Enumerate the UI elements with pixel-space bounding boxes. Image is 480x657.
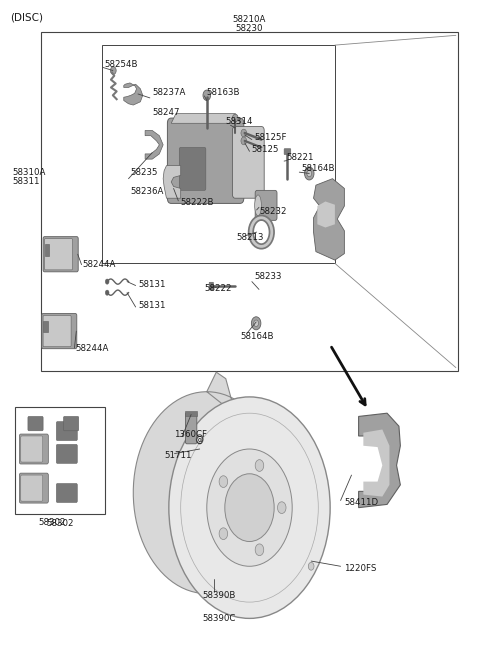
FancyBboxPatch shape xyxy=(43,315,71,347)
Text: 58237A: 58237A xyxy=(152,88,186,97)
Polygon shape xyxy=(133,372,270,594)
FancyBboxPatch shape xyxy=(28,417,43,431)
Circle shape xyxy=(241,137,247,145)
Bar xyxy=(102,45,335,263)
FancyBboxPatch shape xyxy=(209,283,214,290)
Text: 58314: 58314 xyxy=(226,117,253,126)
Text: 58310A: 58310A xyxy=(12,168,46,177)
Text: 58390B: 58390B xyxy=(202,591,235,600)
Polygon shape xyxy=(163,166,180,198)
Polygon shape xyxy=(124,83,143,105)
Circle shape xyxy=(207,449,292,566)
FancyBboxPatch shape xyxy=(232,127,264,198)
Circle shape xyxy=(232,114,238,122)
FancyBboxPatch shape xyxy=(63,417,79,431)
Circle shape xyxy=(176,450,238,535)
FancyBboxPatch shape xyxy=(56,484,77,503)
Circle shape xyxy=(210,460,216,469)
Circle shape xyxy=(241,129,247,137)
Text: 58244A: 58244A xyxy=(75,344,109,353)
Text: 58210A: 58210A xyxy=(233,14,266,24)
Circle shape xyxy=(186,471,193,480)
FancyBboxPatch shape xyxy=(56,444,77,463)
FancyBboxPatch shape xyxy=(179,147,206,191)
Text: 58163B: 58163B xyxy=(207,88,240,97)
Bar xyxy=(45,244,49,256)
FancyBboxPatch shape xyxy=(19,473,48,503)
Text: 58131: 58131 xyxy=(138,280,166,288)
Bar xyxy=(185,411,197,416)
Polygon shape xyxy=(313,179,344,260)
Text: 58411D: 58411D xyxy=(344,498,379,507)
Text: (DISC): (DISC) xyxy=(10,12,43,22)
Text: 58232: 58232 xyxy=(259,207,287,215)
Circle shape xyxy=(169,397,330,618)
Text: 58390C: 58390C xyxy=(202,614,235,623)
FancyBboxPatch shape xyxy=(19,434,48,464)
Text: 58222B: 58222B xyxy=(180,198,214,207)
FancyBboxPatch shape xyxy=(284,148,291,154)
Text: 1360CF: 1360CF xyxy=(174,430,206,438)
Circle shape xyxy=(219,476,228,487)
Text: 58222: 58222 xyxy=(204,284,232,292)
FancyBboxPatch shape xyxy=(21,475,43,501)
Text: 58302: 58302 xyxy=(46,520,73,528)
Text: 58213: 58213 xyxy=(236,233,264,242)
Polygon shape xyxy=(363,430,389,497)
Circle shape xyxy=(255,544,264,556)
Text: 58164B: 58164B xyxy=(240,332,274,341)
Text: 58302: 58302 xyxy=(39,518,66,527)
Text: 58164B: 58164B xyxy=(301,164,335,173)
FancyBboxPatch shape xyxy=(21,436,43,462)
Bar xyxy=(41,32,458,371)
Polygon shape xyxy=(171,114,240,124)
Text: 51711: 51711 xyxy=(164,451,192,460)
Circle shape xyxy=(186,505,193,514)
Text: 1220FS: 1220FS xyxy=(344,564,377,573)
Circle shape xyxy=(308,562,314,570)
FancyBboxPatch shape xyxy=(45,238,72,270)
Text: 58244A: 58244A xyxy=(83,260,116,269)
Circle shape xyxy=(225,488,231,497)
Text: 58230: 58230 xyxy=(236,24,263,34)
Ellipse shape xyxy=(255,195,261,215)
Circle shape xyxy=(219,528,228,539)
Circle shape xyxy=(277,502,286,514)
Text: 58235: 58235 xyxy=(131,168,158,177)
FancyBboxPatch shape xyxy=(42,313,77,349)
Text: @: @ xyxy=(196,435,204,443)
Text: 58131: 58131 xyxy=(138,301,166,310)
Text: 58125: 58125 xyxy=(252,145,279,154)
Text: 58233: 58233 xyxy=(254,272,282,281)
Circle shape xyxy=(254,320,259,327)
Circle shape xyxy=(307,170,312,177)
Circle shape xyxy=(210,516,216,525)
Bar xyxy=(14,407,105,514)
Circle shape xyxy=(105,290,109,295)
Polygon shape xyxy=(317,202,335,227)
Circle shape xyxy=(203,90,211,101)
Text: 58247: 58247 xyxy=(152,108,180,117)
FancyBboxPatch shape xyxy=(255,191,277,220)
FancyBboxPatch shape xyxy=(168,118,244,204)
FancyBboxPatch shape xyxy=(56,422,77,441)
Polygon shape xyxy=(145,131,163,159)
Circle shape xyxy=(105,279,109,284)
Text: 58254B: 58254B xyxy=(105,60,138,69)
Text: 58221: 58221 xyxy=(287,153,314,162)
Circle shape xyxy=(252,317,261,330)
Polygon shape xyxy=(359,413,400,508)
Text: 58311: 58311 xyxy=(12,177,40,187)
Circle shape xyxy=(225,474,274,541)
FancyBboxPatch shape xyxy=(43,237,78,272)
FancyBboxPatch shape xyxy=(185,413,197,444)
Text: 58236A: 58236A xyxy=(131,187,164,196)
Bar xyxy=(43,321,48,332)
Text: 58125F: 58125F xyxy=(254,133,287,142)
Circle shape xyxy=(304,167,314,180)
Circle shape xyxy=(110,66,116,74)
Circle shape xyxy=(255,460,264,471)
